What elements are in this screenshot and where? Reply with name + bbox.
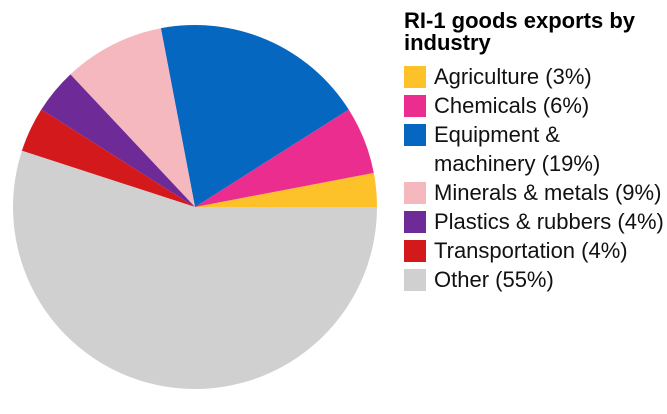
pie-chart <box>12 24 378 390</box>
legend-swatch-4 <box>404 211 426 233</box>
legend-label-1: Chemicals (6%) <box>434 93 590 118</box>
chart-title: RI-1 goods exports by industry <box>404 8 636 55</box>
pie-slice-4 <box>41 74 195 207</box>
legend-item-3: Minerals & metals (9%) <box>404 178 664 207</box>
legend-swatch-2 <box>404 124 426 146</box>
legend-list: Agriculture (3%) Chemicals (6%) Equipment … <box>404 62 664 294</box>
legend-swatch-5 <box>404 240 426 262</box>
legend-label-6: Other (55%) <box>434 267 554 292</box>
legend-label-0: Agriculture (3%) <box>434 64 592 89</box>
legend-item-4: Plastics & rubbers (4%) <box>404 207 664 236</box>
legend-swatch-6 <box>404 269 426 291</box>
legend-item-0: Agriculture (3%) <box>404 62 664 91</box>
pie-slice-5 <box>21 109 195 207</box>
legend-label-4: Plastics & rubbers (4%) <box>434 209 664 234</box>
pie-slice-1 <box>195 109 374 207</box>
pie-slice-3 <box>70 28 195 207</box>
legend-label-2: Equipment & machinery (19%) <box>434 122 601 176</box>
legend-swatch-3 <box>404 182 426 204</box>
pie-slice-0 <box>195 172 377 207</box>
legend: RI-1 goods exports by industry Agricultu… <box>404 10 664 294</box>
legend-item-5: Transportation (4%) <box>404 236 664 265</box>
legend-item-6: Other (55%) <box>404 265 664 294</box>
legend-label-3: Minerals & metals (9%) <box>434 180 662 205</box>
legend-label-5: Transportation (4%) <box>434 238 628 263</box>
pie-slice-6 <box>12 150 378 390</box>
legend-swatch-1 <box>404 95 426 117</box>
pie-slice-2 <box>160 24 349 207</box>
legend-item-2: Equipment & machinery (19%) <box>404 120 664 178</box>
legend-item-1: Chemicals (6%) <box>404 91 664 120</box>
legend-swatch-0 <box>404 66 426 88</box>
